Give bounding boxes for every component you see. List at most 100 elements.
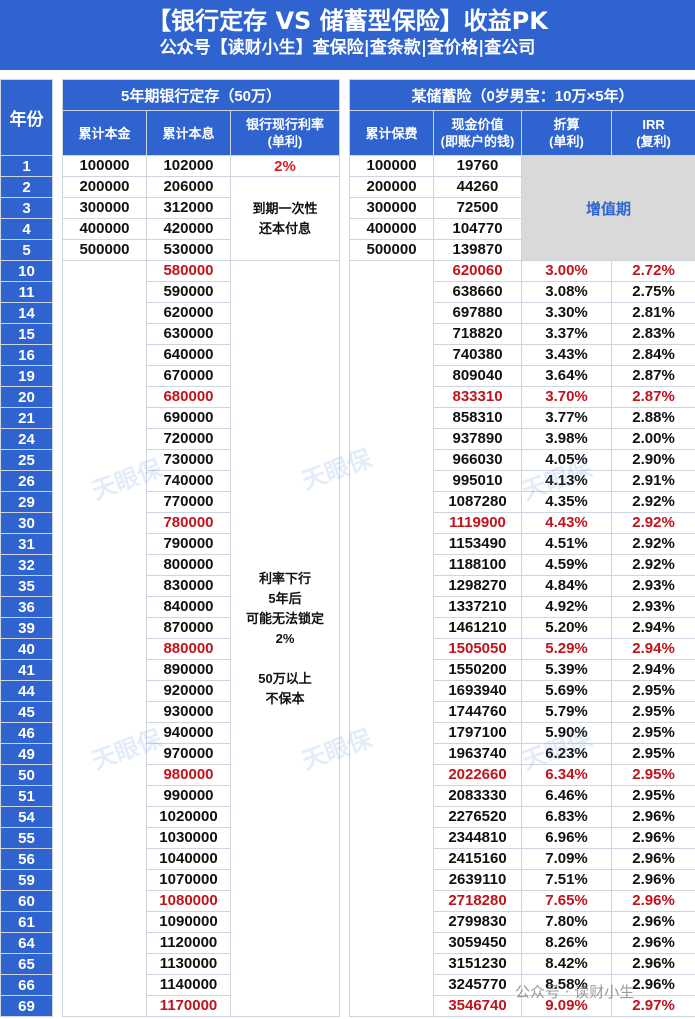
table-row: 19 670000 809040 3.64% 2.87% (0, 365, 695, 387)
cash-value-cell: 2799830 (433, 911, 523, 933)
total-cell: 920000 (146, 680, 231, 702)
irr-cell: 2.97% (611, 995, 695, 1017)
cash-value-cell: 697880 (433, 302, 523, 324)
table-row: 50 980000 2022660 6.34% 2.95% (0, 764, 695, 786)
table-row: 30 780000 1119900 4.43% 2.92% (0, 512, 695, 534)
simple-rate-cell: 3.64% (521, 365, 613, 387)
total-cell: 730000 (146, 449, 231, 471)
year-cell: 41 (0, 659, 53, 681)
table-row: 51 990000 2083330 6.46% 2.95% (0, 785, 695, 807)
year-cell: 40 (0, 638, 53, 660)
cash-value-cell: 740380 (433, 344, 523, 366)
simple-rate-cell: 5.79% (521, 701, 613, 723)
total-cell: 530000 (146, 239, 231, 261)
simple-rate-cell: 8.26% (521, 932, 613, 954)
year-cell: 36 (0, 596, 53, 618)
irr-cell: 2.96% (611, 848, 695, 870)
year-cell: 64 (0, 932, 53, 954)
irr-cell: 2.72% (611, 260, 695, 282)
table-row: 40 880000 1505050 5.29% 2.94% (0, 638, 695, 660)
total-cell: 1020000 (146, 806, 231, 828)
irr-cell: 2.96% (611, 869, 695, 891)
insurance-group-header: 某储蓄险（0岁男宝：10万×5年） (349, 79, 695, 111)
irr-cell: 2.95% (611, 764, 695, 786)
simple-rate-cell: 5.29% (521, 638, 613, 660)
year-header: 年份 (0, 79, 53, 156)
table-row: 46 940000 1797100 5.90% 2.95% (0, 722, 695, 744)
year-cell: 15 (0, 323, 53, 345)
total-cell: 206000 (146, 176, 231, 198)
premium-cell: 300000 (349, 197, 435, 219)
simple-rate-cell: 4.84% (521, 575, 613, 597)
simple-rate-cell: 3.98% (521, 428, 613, 450)
total-cell: 420000 (146, 218, 231, 240)
irr-cell: 2.87% (611, 365, 695, 387)
table-row: 55 1030000 2344810 6.96% 2.96% (0, 827, 695, 849)
simple-rate-cell: 3.08% (521, 281, 613, 303)
total-cell: 970000 (146, 743, 231, 765)
simple-rate-cell: 4.35% (521, 491, 613, 513)
cash-value-cell: 966030 (433, 449, 523, 471)
irr-cell: 2.96% (611, 953, 695, 975)
year-cell: 56 (0, 848, 53, 870)
cash-value-cell: 718820 (433, 323, 523, 345)
year-cell: 2 (0, 176, 53, 198)
simple-rate-cell: 5.90% (521, 722, 613, 744)
total-cell: 770000 (146, 491, 231, 513)
irr-cell: 2.94% (611, 659, 695, 681)
simple-rate-cell: 4.43% (521, 512, 613, 534)
simple-rate-cell: 3.30% (521, 302, 613, 324)
table-row: 54 1020000 2276520 6.83% 2.96% (0, 806, 695, 828)
irr-cell: 2.92% (611, 533, 695, 555)
simple-rate-cell: 6.23% (521, 743, 613, 765)
spacer (52, 155, 63, 1017)
total-cell: 800000 (146, 554, 231, 576)
year-cell: 31 (0, 533, 53, 555)
year-cell: 14 (0, 302, 53, 324)
year-cell: 5 (0, 239, 53, 261)
irr-cell: 2.95% (611, 743, 695, 765)
table-row: 49 970000 1963740 6.23% 2.95% (0, 743, 695, 765)
total-cell: 1170000 (146, 995, 231, 1017)
table-row: 36 840000 1337210 4.92% 2.93% (0, 596, 695, 618)
year-cell: 32 (0, 554, 53, 576)
total-cell: 1030000 (146, 827, 231, 849)
simple-rate-cell: 6.34% (521, 764, 613, 786)
cash-value-cell: 995010 (433, 470, 523, 492)
table-row: 60 1080000 2718280 7.65% 2.96% (0, 890, 695, 912)
cash-value-cell: 2718280 (433, 890, 523, 912)
year-cell: 19 (0, 365, 53, 387)
bank-note-payout: 到期一次性 还本付息 (229, 176, 341, 261)
simple-rate-cell: 3.00% (521, 260, 613, 282)
cash-value-cell: 3059450 (433, 932, 523, 954)
cash-value-cell: 1153490 (433, 533, 523, 555)
year-cell: 61 (0, 911, 53, 933)
table-row: 59 1070000 2639110 7.51% 2.96% (0, 869, 695, 891)
cash-value-cell: 638660 (433, 281, 523, 303)
premium-cell: 500000 (349, 239, 435, 261)
total-cell: 630000 (146, 323, 231, 345)
total-cell: 830000 (146, 575, 231, 597)
simple-rate-cell: 7.80% (521, 911, 613, 933)
table-row: 69 1170000 3546740 9.09% 2.97% (0, 995, 695, 1017)
total-cell: 930000 (146, 701, 231, 723)
table-row: 56 1040000 2415160 7.09% 2.96% (0, 848, 695, 870)
premium-cell: 400000 (349, 218, 435, 240)
irr-cell: 2.92% (611, 491, 695, 513)
irr-cell: 2.93% (611, 596, 695, 618)
cash-value-cell: 44260 (433, 176, 523, 198)
premium-cell: 100000 (349, 155, 435, 177)
simple-rate-cell: 3.70% (521, 386, 613, 408)
irr-cell: 2.87% (611, 386, 695, 408)
table-row: 24 720000 937890 3.98% 2.00% (0, 428, 695, 450)
irr-cell: 2.95% (611, 785, 695, 807)
irr-cell: 2.88% (611, 407, 695, 429)
irr-cell: 2.00% (611, 428, 695, 450)
year-cell: 35 (0, 575, 53, 597)
table-row: 39 870000 1461210 5.20% 2.94% (0, 617, 695, 639)
spacer (52, 79, 63, 156)
table-row: 41 890000 1550200 5.39% 2.94% (0, 659, 695, 681)
year-cell: 66 (0, 974, 53, 996)
total-cell: 790000 (146, 533, 231, 555)
table-row: 5 500000 530000 500000 139870 (0, 239, 695, 261)
